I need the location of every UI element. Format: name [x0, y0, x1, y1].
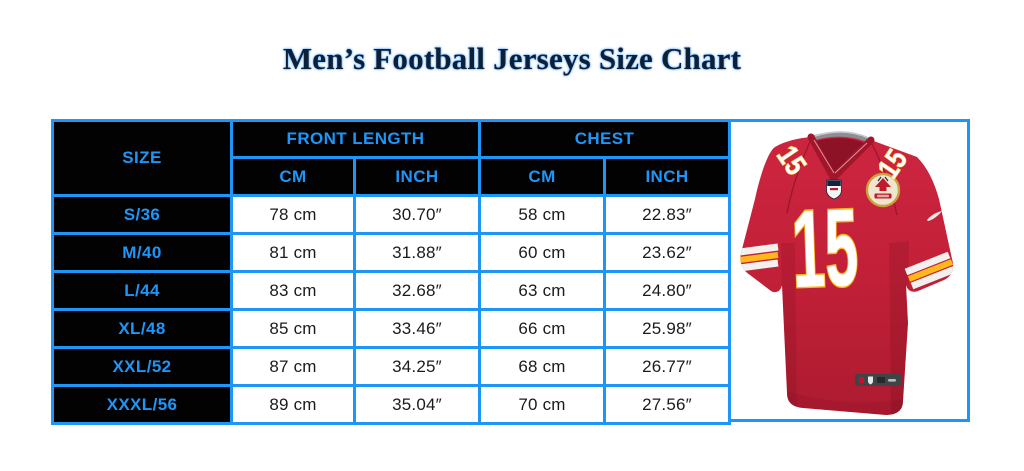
table-row: XL/48 85 cm 33.46″ 66 cm 25.98″ [51, 308, 732, 349]
front-inch-value: 35.04″ [352, 384, 482, 425]
hem-tag [855, 373, 902, 386]
jersey-panel: 15 15 15 [728, 119, 971, 422]
nfl-shield-icon [826, 179, 842, 199]
table-row: S/36 78 cm 30.70″ 58 cm 22.83″ [51, 194, 732, 235]
chest-cm-value: 60 cm [478, 232, 607, 273]
front-inch-value: 33.46″ [352, 308, 482, 349]
table-row: XXL/52 87 cm 34.25″ 68 cm 26.77″ [51, 346, 732, 387]
header-front-length: FRONT LENGTH [229, 119, 482, 159]
header-chest: CHEST [478, 119, 732, 159]
front-cm-value: 83 cm [230, 270, 356, 311]
chest-number: 15 [790, 185, 860, 310]
chart-content: SIZE FRONT LENGTH CHEST CM INCH CM INCH … [51, 119, 971, 425]
front-cm-value: 85 cm [230, 308, 356, 349]
chest-cm-value: 58 cm [478, 194, 607, 235]
chest-inch-value: 23.62″ [603, 232, 732, 273]
size-label: S/36 [51, 194, 233, 235]
table-row: L/44 83 cm 32.68″ 63 cm 24.80″ [51, 270, 732, 311]
chest-cm-value: 68 cm [478, 346, 607, 387]
header-front-cm: CM [230, 156, 356, 197]
size-label: XXL/52 [51, 346, 233, 387]
header-chest-cm: CM [478, 156, 607, 197]
collar [807, 130, 875, 180]
chest-inch-value: 26.77″ [603, 346, 732, 387]
header-size: SIZE [51, 119, 233, 197]
chest-inch-value: 24.80″ [603, 270, 732, 311]
sleeve-stripes [740, 243, 954, 289]
chest-cm-value: 70 cm [478, 384, 607, 425]
chest-inch-value: 25.98″ [603, 308, 732, 349]
size-label: L/44 [51, 270, 233, 311]
table-row: XXXL/56 89 cm 35.04″ 70 cm 27.56″ [51, 384, 732, 425]
front-inch-value: 34.25″ [352, 346, 482, 387]
front-cm-value: 78 cm [230, 194, 356, 235]
front-cm-value: 81 cm [230, 232, 356, 273]
table-row: M/40 81 cm 31.88″ 60 cm 23.62″ [51, 232, 732, 273]
header-chest-inch: INCH [603, 156, 732, 197]
front-cm-value: 89 cm [230, 384, 356, 425]
size-label: M/40 [51, 232, 233, 273]
page-title: Men’s Football Jerseys Size Chart [282, 41, 742, 76]
chest-cm-value: 66 cm [478, 308, 607, 349]
swoosh-icon [927, 210, 943, 221]
size-label: XL/48 [51, 308, 233, 349]
jersey-image: 15 15 15 [740, 130, 954, 415]
front-inch-value: 31.88″ [352, 232, 482, 273]
chest-inch-value: 22.83″ [603, 194, 732, 235]
chest-cm-value: 63 cm [478, 270, 607, 311]
size-table: SIZE FRONT LENGTH CHEST CM INCH CM INCH … [51, 119, 732, 425]
header-front-inch: INCH [352, 156, 482, 197]
front-inch-value: 32.68″ [352, 270, 482, 311]
front-cm-value: 87 cm [230, 346, 356, 387]
team-patch-icon [865, 172, 901, 207]
chest-inch-value: 27.56″ [603, 384, 732, 425]
front-inch-value: 30.70″ [352, 194, 482, 235]
size-label: XXXL/56 [51, 384, 233, 425]
seam-left [786, 138, 812, 213]
